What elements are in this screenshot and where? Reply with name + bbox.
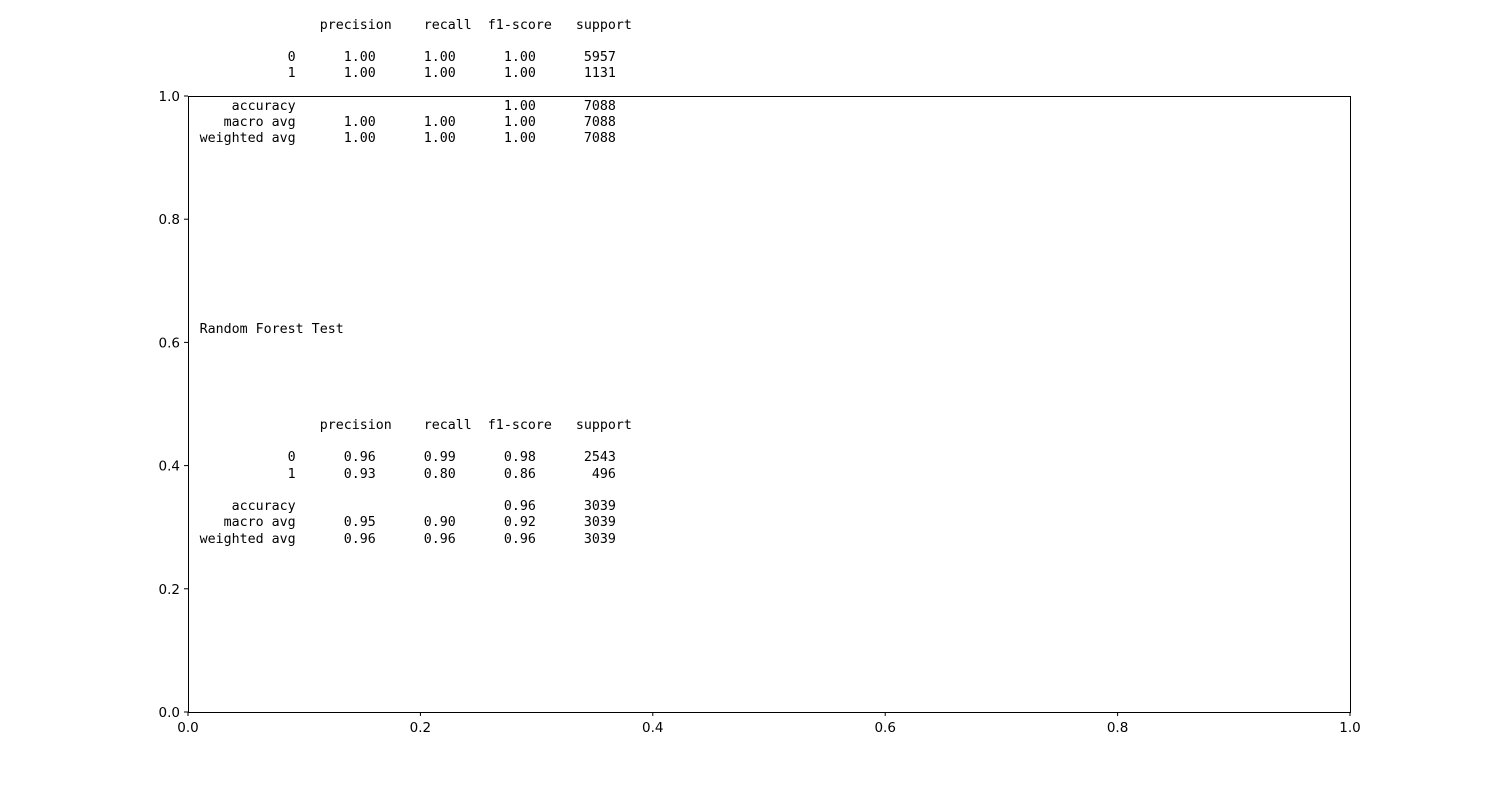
y-tick-label: 0.0 [159,705,180,721]
x-tick-label: 0.0 [177,720,198,736]
x-axis: 0.0 0.2 0.4 0.6 0.8 1.0 [177,712,1361,736]
y-tick-label: 0.4 [159,459,180,475]
x-tick-label: 1.0 [1339,720,1360,736]
x-tick-label: 0.8 [1107,720,1128,736]
classification-report-train: precision recall f1-score support 0 1.00… [199,17,632,147]
y-axis: 0.0 0.2 0.4 0.6 0.8 1.0 [159,89,188,721]
x-tick-label: 0.2 [410,720,431,736]
y-tick-label: 0.2 [159,582,180,598]
y-tick-label: 0.6 [159,335,180,351]
y-tick-label: 0.8 [159,212,180,228]
axes-frame [188,96,1351,713]
x-tick-label: 0.6 [874,720,895,736]
report-title-random-forest-test: Random Forest Test [199,322,344,338]
y-tick-label: 1.0 [159,89,180,105]
classification-report-test: precision recall f1-score support 0 0.96… [199,418,632,547]
x-tick-label: 0.4 [642,720,663,736]
